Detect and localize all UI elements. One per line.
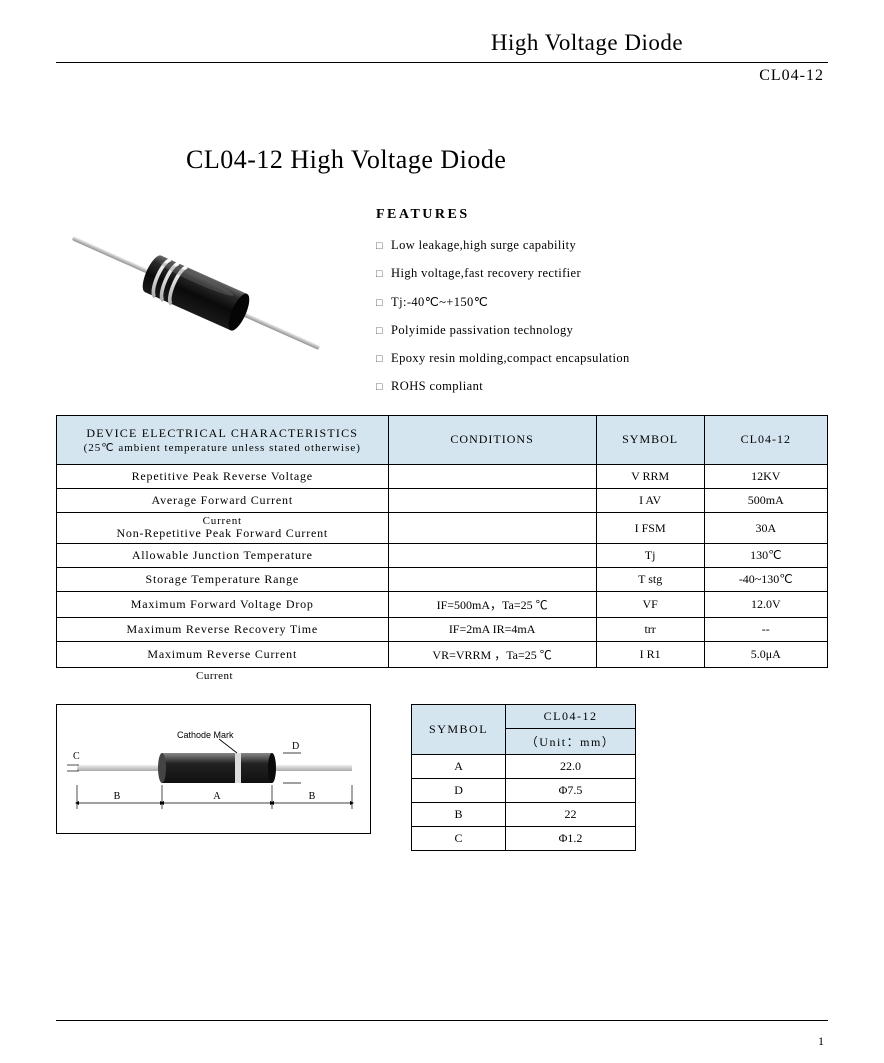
part-number-header: CL04-12 bbox=[56, 67, 828, 85]
dim-val-cell: 22.0 bbox=[506, 755, 636, 779]
feature-item: High voltage,fast recovery rectifier bbox=[376, 265, 828, 281]
table-row: D Φ7.5 bbox=[412, 779, 636, 803]
dimensions-table: SYMBOL CL04-12 （Unit：mm） A 22.0 D Φ7.5 B… bbox=[411, 704, 636, 851]
dim-b-label: B bbox=[114, 791, 121, 802]
sym-cell: V RRM bbox=[596, 464, 704, 488]
datasheet-page: High Voltage Diode CL04-12 CL04-12 High … bbox=[0, 0, 884, 1063]
param-cell: Maximum Reverse Current bbox=[57, 642, 389, 668]
bottom-row: Cathode Mark C D B A B bbox=[56, 704, 828, 851]
dim-sym-cell: D bbox=[412, 779, 506, 803]
char-header-sub: (25℃ ambient temperature unless stated o… bbox=[63, 441, 382, 454]
category-title: High Voltage Diode bbox=[346, 30, 828, 56]
cond-cell bbox=[388, 512, 596, 543]
cond-cell bbox=[388, 568, 596, 592]
sym-cell: I R1 bbox=[596, 642, 704, 668]
page-title: CL04-12 High Voltage Diode bbox=[186, 145, 828, 175]
page-number: 1 bbox=[818, 1034, 824, 1049]
table-row: Storage Temperature Range T stg -40~130℃ bbox=[57, 568, 828, 592]
cond-cell bbox=[388, 464, 596, 488]
table-row: Maximum Forward Voltage Drop IF=500mA，Ta… bbox=[57, 592, 828, 618]
table-row: Maximum Reverse Current VR=VRRM ，Ta=25 ℃… bbox=[57, 642, 828, 668]
dim-c-label: C bbox=[73, 751, 80, 762]
val-cell: 5.0μA bbox=[704, 642, 827, 668]
dim-sym-cell: C bbox=[412, 827, 506, 851]
param-cell: Storage Temperature Range bbox=[57, 568, 389, 592]
char-header-cell: DEVICE ELECTRICAL CHARACTERISTICS (25℃ a… bbox=[57, 415, 389, 464]
dim-unit-header: （Unit：mm） bbox=[506, 729, 636, 755]
feature-item: Epoxy resin molding,compact encapsulatio… bbox=[376, 350, 828, 366]
table-header-row: SYMBOL CL04-12 bbox=[412, 705, 636, 729]
val-cell: -40~130℃ bbox=[704, 568, 827, 592]
dim-sym-cell: B bbox=[412, 803, 506, 827]
sym-cell: VF bbox=[596, 592, 704, 618]
char-header-main: DEVICE ELECTRICAL CHARACTERISTICS bbox=[63, 426, 382, 441]
sym-cell: I FSM bbox=[596, 512, 704, 543]
feature-item: Low leakage,high surge capability bbox=[376, 237, 828, 253]
cond-cell: IF=500mA，Ta=25 ℃ bbox=[388, 592, 596, 618]
param-main: Non-Repetitive Peak Forward Current bbox=[63, 527, 382, 541]
table-row: A 22.0 bbox=[412, 755, 636, 779]
sym-cell: I AV bbox=[596, 488, 704, 512]
dim-sym-cell: A bbox=[412, 755, 506, 779]
feature-item: Polyimide passivation technology bbox=[376, 322, 828, 338]
table-row: Current Non-Repetitive Peak Forward Curr… bbox=[57, 512, 828, 543]
table-row: C Φ1.2 bbox=[412, 827, 636, 851]
header-rule bbox=[56, 62, 828, 63]
sym-cell: trr bbox=[596, 618, 704, 642]
value-header: CL04-12 bbox=[704, 415, 827, 464]
feature-item: Tj:-40℃~+150℃ bbox=[376, 294, 828, 310]
sym-cell: T stg bbox=[596, 568, 704, 592]
val-cell: 130℃ bbox=[704, 544, 827, 568]
param-cell: Maximum Forward Voltage Drop bbox=[57, 592, 389, 618]
cond-cell: VR=VRRM ，Ta=25 ℃ bbox=[388, 642, 596, 668]
characteristics-table: DEVICE ELECTRICAL CHARACTERISTICS (25℃ a… bbox=[56, 415, 828, 668]
dim-val-cell: Φ1.2 bbox=[506, 827, 636, 851]
val-cell: 12KV bbox=[704, 464, 827, 488]
table-row: Allowable Junction Temperature Tj 130℃ bbox=[57, 544, 828, 568]
dim-b-label-2: B bbox=[309, 791, 316, 802]
dim-a-label: A bbox=[213, 791, 221, 802]
cond-cell bbox=[388, 488, 596, 512]
param-cell: Current Non-Repetitive Peak Forward Curr… bbox=[57, 512, 389, 543]
dim-val-cell: 22 bbox=[506, 803, 636, 827]
val-cell: 12.0V bbox=[704, 592, 827, 618]
val-cell: -- bbox=[704, 618, 827, 642]
footer-rule bbox=[56, 1020, 828, 1021]
features-list: Low leakage,high surge capability High v… bbox=[376, 237, 828, 395]
mechanical-drawing: Cathode Mark C D B A B bbox=[56, 704, 371, 834]
features-block: FEATURES Low leakage,high surge capabili… bbox=[356, 203, 828, 407]
dim-symbol-header: SYMBOL bbox=[412, 705, 506, 755]
dim-d-label: D bbox=[292, 741, 299, 752]
diode-3d-illustration bbox=[56, 203, 336, 383]
table-row: B 22 bbox=[412, 803, 636, 827]
feature-item: ROHS compliant bbox=[376, 378, 828, 394]
features-heading: FEATURES bbox=[376, 207, 828, 223]
table-row: Repetitive Peak Reverse Voltage V RRM 12… bbox=[57, 464, 828, 488]
param-cell: Repetitive Peak Reverse Voltage bbox=[57, 464, 389, 488]
param-cell: Average Forward Current bbox=[57, 488, 389, 512]
symbol-header: SYMBOL bbox=[596, 415, 704, 464]
cond-cell bbox=[388, 544, 596, 568]
param-cell: Allowable Junction Temperature bbox=[57, 544, 389, 568]
top-row: FEATURES Low leakage,high surge capabili… bbox=[56, 203, 828, 407]
dim-part-header: CL04-12 bbox=[506, 705, 636, 729]
conditions-header: CONDITIONS bbox=[388, 415, 596, 464]
cond-cell: IF=2mA IR=4mA bbox=[388, 618, 596, 642]
param-cell: Maximum Reverse Recovery Time bbox=[57, 618, 389, 642]
table-row: Average Forward Current I AV 500mA bbox=[57, 488, 828, 512]
val-cell: 500mA bbox=[704, 488, 827, 512]
table-header-row: DEVICE ELECTRICAL CHARACTERISTICS (25℃ a… bbox=[57, 415, 828, 464]
val-cell: 30A bbox=[704, 512, 827, 543]
table-row: Maximum Reverse Recovery Time IF=2mA IR=… bbox=[57, 618, 828, 642]
cathode-mark-label: Cathode Mark bbox=[177, 730, 234, 740]
char-footer-label: Current bbox=[196, 670, 828, 682]
dim-val-cell: Φ7.5 bbox=[506, 779, 636, 803]
sym-cell: Tj bbox=[596, 544, 704, 568]
